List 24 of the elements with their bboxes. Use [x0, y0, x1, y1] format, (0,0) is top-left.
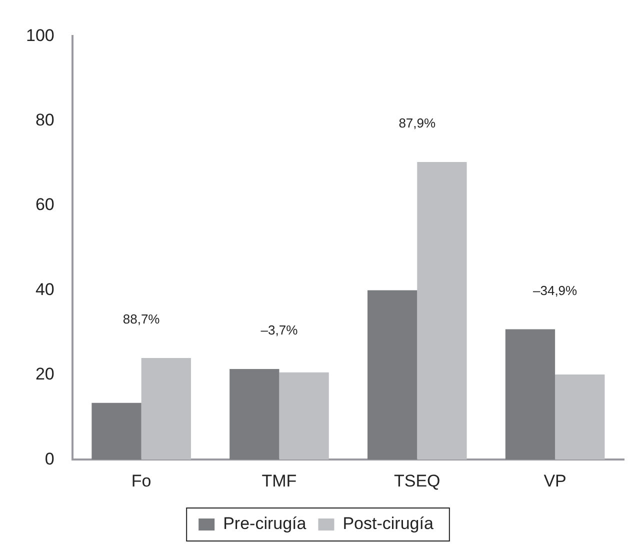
legend-label: Post-cirugía	[342, 514, 434, 534]
bar	[555, 374, 605, 460]
x-tick-label: Fo	[131, 471, 152, 490]
y-tick-label: 20	[35, 364, 54, 384]
bar	[367, 290, 418, 460]
bar	[417, 162, 467, 460]
y-tick-label: 0	[44, 449, 54, 468]
x-tick-label: VP	[544, 471, 566, 490]
y-tick-label: 100	[26, 26, 54, 45]
annotation: 88,7%	[122, 312, 160, 327]
x-tick-label: TSEQ	[394, 471, 440, 490]
bar	[230, 368, 280, 460]
bar	[141, 358, 191, 460]
bar	[505, 329, 556, 460]
bar	[92, 402, 142, 460]
y-tick-label: 40	[35, 280, 54, 299]
x-tick-label: TMF	[262, 471, 297, 490]
y-tick-label: 60	[35, 195, 54, 214]
annotation: –34,9%	[533, 282, 578, 298]
y-tick-label: 80	[35, 110, 54, 130]
annotation: –3,7%	[260, 322, 298, 338]
bar	[279, 372, 329, 460]
annotation: 87,9%	[398, 116, 436, 131]
legend-label: Pre-cirugía	[223, 514, 307, 534]
